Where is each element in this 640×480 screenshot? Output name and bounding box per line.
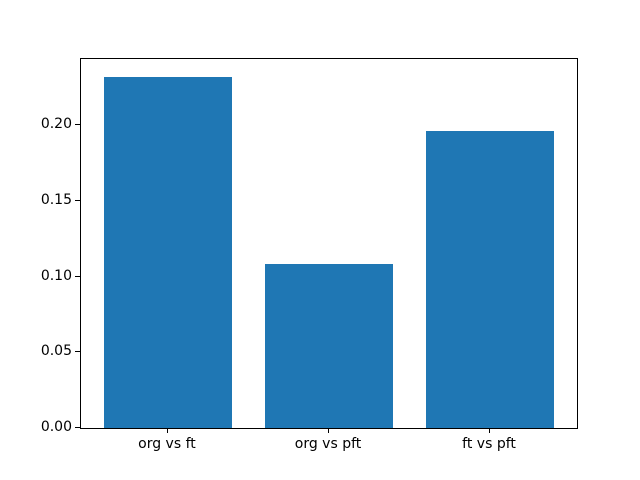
y-tick-mark: [75, 199, 80, 201]
x-tick-label-org-vs-ft: org vs ft: [138, 436, 196, 452]
y-tick-label: 0.15: [40, 191, 72, 208]
bar-ft-vs-pft: [425, 131, 555, 428]
y-tick-label: 0.20: [40, 116, 72, 133]
y-tick-mark: [75, 275, 80, 277]
y-tick-label: 0.05: [40, 343, 72, 360]
y-tick-mark: [75, 351, 80, 353]
bar-org-vs-ft: [103, 76, 233, 428]
x-tick-label-ft-vs-pft: ft vs pft: [462, 436, 516, 452]
y-tick-mark: [75, 124, 80, 126]
y-tick-label: 0.00: [40, 419, 72, 435]
bar-org-vs-pft: [264, 264, 394, 428]
y-tick-label: 0.10: [40, 267, 72, 284]
y-tick-mark: [75, 427, 80, 428]
x-tick-mark: [328, 428, 329, 433]
plot-area: [80, 58, 578, 429]
x-tick-mark: [166, 428, 168, 433]
x-tick-mark: [489, 428, 491, 433]
x-tick-label-org-vs-pft: org vs pft: [294, 436, 362, 452]
